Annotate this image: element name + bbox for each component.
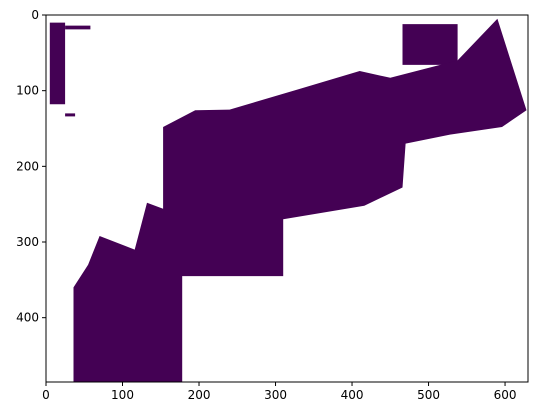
region-left-strip-tick-top [65,25,91,30]
x-tick-label: 300 [264,388,287,402]
x-tick-label: 600 [494,388,517,402]
x-tick-label: 200 [188,388,211,402]
region-left-vertical-strip [49,22,66,105]
region-top-right-notch [402,24,458,65]
x-tick-label: 100 [111,388,134,402]
axes-frame [45,14,529,383]
x-tick-label: 500 [417,388,440,402]
y-axis-ticks: 0 100 200 300 400 [16,8,46,325]
y-tick-label: 100 [16,84,39,98]
y-tick-label: 400 [16,311,39,325]
y-tick-label: 200 [16,159,39,173]
x-tick-label: 0 [42,388,50,402]
x-tick-label: 400 [341,388,364,402]
x-axis-ticks: 0 100 200 300 400 500 600 [42,382,517,402]
mask-regions [49,18,527,383]
region-large-band [73,18,527,383]
y-tick-label: 0 [31,8,39,22]
y-tick-label: 300 [16,235,39,249]
region-left-strip-tick-bottom [65,113,76,117]
